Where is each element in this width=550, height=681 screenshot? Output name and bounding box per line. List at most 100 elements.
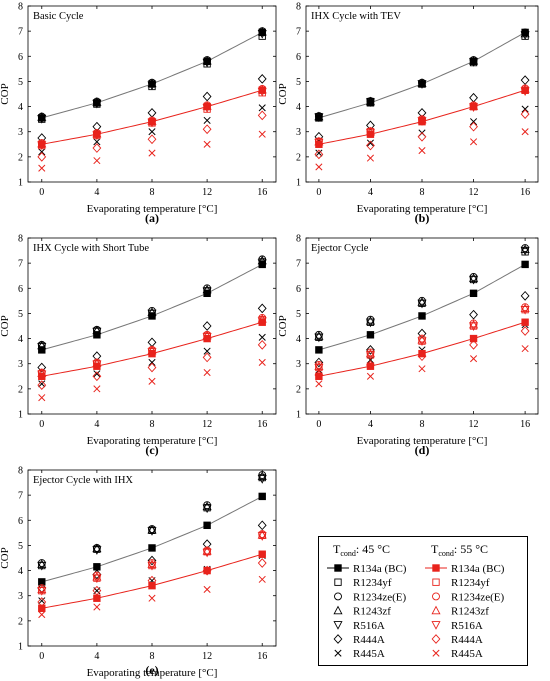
point-55-R1243zf	[202, 545, 212, 555]
point-45-R516A	[147, 81, 157, 91]
point-45-R1243zf	[520, 244, 530, 253]
point-45-R445A	[203, 347, 211, 355]
y-tick-label: 3	[18, 591, 23, 602]
x-tick-label: 8	[150, 187, 155, 198]
point-55-R516A	[314, 138, 324, 148]
x-tick-label: 0	[316, 187, 321, 198]
x-tick-label: 4	[94, 187, 99, 198]
y-tick-label: 1	[296, 178, 301, 189]
x-tick-label: 0	[316, 419, 321, 430]
point-45-R516A	[520, 31, 530, 40]
point-55-R516A	[417, 337, 427, 347]
panel-label: (e)	[145, 663, 158, 677]
point-45-R444A	[202, 91, 212, 102]
point-55-R516A	[92, 360, 102, 370]
legend-marker-55	[431, 621, 441, 630]
legend-label-45: R516A	[353, 620, 385, 632]
point-45-R134a (BC)	[258, 492, 266, 501]
panel-label: (c)	[145, 443, 158, 457]
point-55-R516A	[147, 118, 157, 128]
point-45-R134a (BC)	[315, 346, 323, 354]
point-55-R516A	[257, 532, 267, 541]
point-55-R444A	[147, 362, 157, 373]
point-45-R1243zf	[314, 331, 324, 340]
point-55-R445A	[366, 154, 374, 162]
point-45-R134a (BC)	[203, 521, 211, 530]
panel-title: Ejector Cycle with IHX	[33, 475, 133, 486]
point-55-R444A	[147, 134, 157, 145]
point-55-R1243zf	[37, 584, 47, 594]
point-55-R444A	[37, 380, 47, 390]
point-45-R1243zf	[37, 112, 47, 121]
legend-label-45: R445A	[353, 648, 385, 660]
legend-label-45: R1243zf	[353, 606, 391, 618]
point-55-R445A	[258, 575, 266, 583]
y-tick-label: 7	[18, 27, 23, 38]
point-55-R445A	[521, 345, 529, 353]
point-55-R1243zf	[147, 559, 157, 568]
point-45-R445A	[258, 333, 266, 341]
point-55-R444A	[202, 352, 212, 363]
legend: Tcond: 45 °C Tcond: 55 °C R134a (BC) R134…	[318, 536, 528, 666]
point-55-R445A	[148, 377, 156, 385]
point-45-R1243zf	[147, 307, 157, 316]
point-45-R516A	[92, 546, 102, 555]
y-tick-label: 1	[18, 178, 23, 189]
point-55-R516A	[469, 322, 479, 331]
point-45-R445A	[258, 104, 266, 112]
x-tick-label: 0	[39, 419, 44, 430]
y-tick-label: 1	[18, 642, 23, 653]
plot-frame	[305, 5, 539, 183]
point-55-R444A	[366, 140, 375, 151]
point-55-R1243zf	[520, 84, 530, 93]
point-55-R444A	[314, 149, 324, 160]
point-45-R516A	[314, 113, 324, 123]
point-45-R444A	[469, 92, 478, 103]
point-55-R134a (BC)	[258, 550, 266, 558]
point-45-R134a (BC)	[148, 544, 156, 552]
point-45-R444A	[520, 75, 530, 86]
y-tick-label: 5	[18, 77, 23, 88]
x-tick-label: 4	[94, 419, 99, 430]
point-45-R516A	[37, 561, 47, 571]
panel-label: (a)	[145, 211, 159, 225]
point-45-R516A	[257, 30, 267, 39]
point-55-R516A	[147, 561, 157, 571]
y-tick-label: 3	[296, 359, 301, 370]
point-55-R516A	[92, 131, 102, 140]
y-tick-label: 8	[18, 2, 23, 13]
legend-marker-55	[431, 605, 441, 615]
x-tick-label: 16	[520, 419, 530, 430]
point-55-R134a (BC)	[93, 594, 101, 602]
point-55-R444A	[37, 151, 47, 162]
point-55-R445A	[93, 385, 101, 393]
point-55-R516A	[520, 306, 530, 315]
x-axis-label: Evaporating temperature [°C]	[357, 435, 488, 447]
y-tick-label: 7	[296, 259, 301, 270]
y-tick-label: 8	[296, 234, 301, 245]
point-55-R444A	[469, 339, 478, 350]
point-45-R444A	[37, 362, 47, 373]
point-45-R516A	[520, 246, 530, 256]
point-45-R1243zf	[469, 273, 479, 282]
y-tick-label: 6	[18, 52, 23, 63]
point-55-R134a (BC)	[418, 349, 426, 358]
point-55-R516A	[202, 548, 212, 558]
point-45-R445A	[521, 105, 529, 113]
point-55-R1243zf	[314, 136, 324, 146]
legend-marker-45	[333, 621, 343, 630]
y-tick-label: 4	[296, 334, 301, 345]
point-45-R1243zf	[202, 284, 212, 294]
x-tick-label: 8	[420, 187, 425, 198]
point-55-R516A	[92, 574, 102, 584]
point-45-R1243zf	[314, 111, 324, 121]
point-55-R1243zf	[314, 361, 324, 370]
point-45-R445A	[148, 358, 156, 367]
point-45-R1243zf	[92, 543, 102, 553]
point-55-R516A	[257, 317, 267, 326]
point-45-R1243zf	[202, 501, 212, 511]
point-55-R445A	[203, 368, 211, 377]
point-45-R516A	[92, 327, 102, 337]
x-tick-label: 12	[469, 187, 479, 198]
point-45-R516A	[37, 342, 47, 352]
